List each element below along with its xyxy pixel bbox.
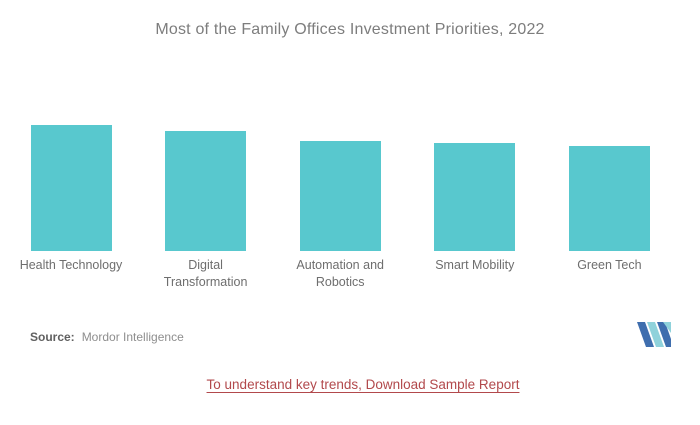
chart-title: Most of the Family Offices Investment Pr… (155, 21, 545, 38)
download-sample-report-link[interactable]: To understand key trends, Download Sampl… (206, 377, 520, 392)
mordor-intelligence-logo-icon (637, 322, 671, 347)
bar-label: Green Tech (577, 258, 642, 272)
source-label: Source: (30, 330, 75, 344)
bar (434, 143, 516, 251)
bar-label: Digital Transformation (163, 258, 248, 289)
footer-link-row: To understand key trends, Download Sampl… (0, 376, 700, 394)
bar (299, 141, 381, 251)
category-labels: Health Technology Digital Transformation A… (0, 257, 700, 309)
source-text: Mordor Intelligence (81, 330, 184, 344)
bar (30, 125, 112, 251)
source-row: Source: Mordor Intelligence (30, 330, 184, 344)
bar (568, 146, 650, 251)
bar-label: Automation and Robotics (296, 258, 384, 289)
bar-label: Health Technology (19, 258, 123, 272)
bar (165, 131, 247, 251)
bar-label: Smart Mobility (435, 258, 515, 272)
bar-plot-area (30, 125, 650, 251)
